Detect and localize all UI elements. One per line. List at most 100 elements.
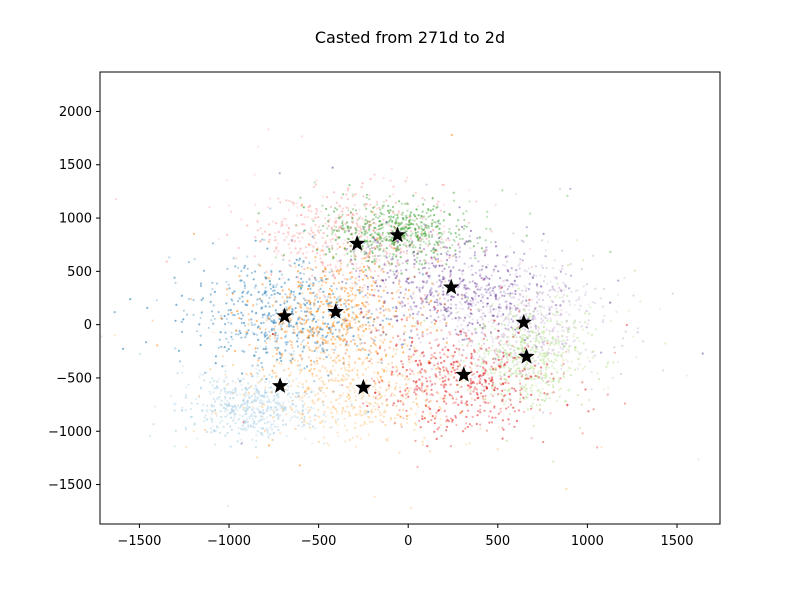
data-point [401, 216, 404, 220]
data-point [485, 266, 488, 269]
data-point [302, 261, 305, 264]
data-point [350, 271, 353, 274]
data-point [257, 291, 260, 294]
data-point [539, 291, 542, 294]
data-point [390, 167, 393, 170]
data-point [216, 426, 219, 429]
data-point [488, 307, 492, 310]
data-point [507, 358, 510, 361]
data-point [400, 423, 403, 426]
data-point [429, 412, 432, 415]
data-point [305, 344, 308, 347]
data-point [439, 241, 442, 244]
data-point [289, 319, 292, 322]
data-point [256, 389, 259, 392]
data-point [368, 309, 371, 312]
data-point [259, 401, 262, 404]
data-point [268, 296, 271, 299]
data-point [346, 229, 349, 232]
data-point [296, 214, 299, 217]
data-point [352, 387, 355, 390]
data-point [320, 376, 323, 379]
data-point [302, 229, 305, 233]
data-point [273, 329, 276, 332]
data-point [333, 325, 336, 328]
data-point [458, 269, 461, 272]
data-point [580, 325, 583, 328]
data-point [355, 267, 358, 270]
data-point [259, 414, 262, 417]
data-point [508, 387, 511, 390]
data-point [442, 314, 445, 317]
data-point [438, 274, 441, 277]
data-point [331, 166, 334, 169]
data-point [549, 319, 552, 323]
data-point [588, 398, 591, 402]
data-point [275, 348, 279, 351]
data-point [569, 274, 573, 277]
data-point [246, 304, 249, 307]
data-point [346, 324, 349, 327]
data-point [313, 402, 316, 405]
data-point [424, 370, 427, 373]
data-point [268, 277, 271, 280]
data-point [402, 250, 405, 253]
data-point [332, 282, 335, 285]
data-point [257, 390, 260, 394]
data-point [470, 344, 473, 347]
data-point [284, 406, 287, 409]
data-point [428, 301, 431, 304]
data-point [452, 376, 455, 380]
data-point [543, 322, 546, 325]
data-point [269, 433, 272, 436]
data-point [369, 344, 373, 348]
data-point [498, 348, 501, 351]
data-point [331, 248, 334, 251]
data-point [263, 290, 267, 293]
data-point [330, 373, 333, 376]
data-point [470, 273, 473, 276]
data-point [345, 400, 348, 403]
data-point [176, 372, 179, 375]
data-point [567, 264, 570, 267]
data-point [511, 283, 514, 286]
data-point [437, 200, 440, 203]
data-point [504, 349, 507, 352]
data-point [290, 341, 293, 344]
data-point [495, 244, 498, 247]
data-point [330, 227, 333, 230]
data-point [540, 285, 543, 288]
data-point [324, 241, 327, 244]
data-point [261, 293, 264, 296]
data-point [382, 411, 386, 414]
data-point [330, 426, 333, 429]
data-point [298, 464, 301, 467]
data-point [451, 244, 454, 247]
data-point [369, 224, 372, 227]
data-point [248, 343, 251, 346]
data-point [405, 260, 408, 263]
data-point [468, 189, 471, 192]
data-point [366, 277, 369, 280]
data-point [313, 349, 316, 352]
data-point [231, 406, 234, 409]
data-point [518, 275, 522, 278]
data-point [388, 276, 391, 279]
data-point [321, 261, 324, 264]
data-point [354, 258, 357, 261]
data-point [347, 394, 350, 397]
data-point [285, 435, 288, 438]
data-point [181, 409, 184, 412]
data-point [404, 260, 407, 263]
data-point [526, 396, 529, 399]
data-point [338, 227, 341, 230]
data-point [248, 318, 251, 321]
data-point [521, 384, 524, 387]
data-point [278, 270, 281, 273]
data-point [388, 262, 391, 265]
data-point [561, 249, 564, 252]
data-point [251, 408, 254, 412]
data-point [396, 217, 399, 220]
data-point [287, 385, 290, 389]
data-point [463, 218, 466, 221]
